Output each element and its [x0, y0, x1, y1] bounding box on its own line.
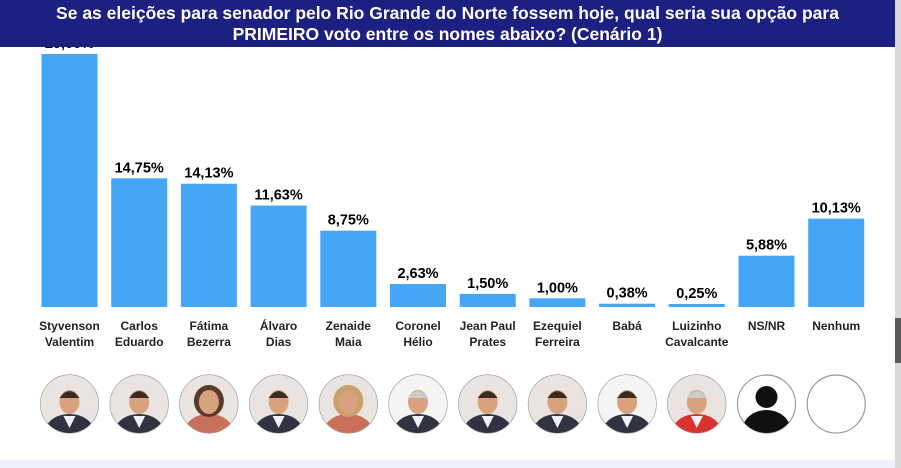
bar-1	[111, 178, 168, 307]
candidate-photo-icon	[109, 374, 169, 434]
category-label-5-line-0: Coronel	[395, 319, 440, 333]
empty-avatar-icon	[806, 374, 866, 434]
bar-value-label-3: 11,63%	[254, 188, 302, 204]
candidate-photo-icon	[667, 374, 727, 434]
bar-value-label-0: 29,00%	[45, 47, 94, 52]
candidate-photo-icon	[388, 374, 448, 434]
category-label-4-line-1: Maia	[335, 335, 362, 349]
candidate-photo-icon	[527, 374, 588, 434]
category-label-11-line-0: Nenhum	[812, 319, 860, 333]
scrollbar-track[interactable]	[895, 0, 901, 468]
bar-8	[599, 303, 656, 307]
candidate-photo-icon	[318, 374, 378, 434]
bar-6	[459, 293, 516, 307]
bar-value-label-10: 5,88%	[746, 238, 787, 254]
category-label-9-line-1: Cavalcante	[665, 335, 729, 349]
bar-10	[738, 255, 795, 307]
bottom-edge	[0, 460, 895, 468]
bar-9	[668, 304, 725, 307]
category-label-7-line-0: Ezequiel	[533, 319, 582, 333]
chart-title-banner: Se as eleições para senador pelo Rio Gra…	[0, 0, 895, 47]
category-label-1-line-0: Carlos	[121, 319, 159, 333]
candidate-photo-icon	[249, 374, 309, 434]
category-label-3-line-0: Álvaro	[260, 318, 297, 333]
bar-7	[529, 298, 586, 307]
category-label-5-line-1: Hélio	[403, 335, 432, 349]
category-label-0-line-1: Valentim	[45, 335, 94, 349]
scrollbar-thumb[interactable]	[895, 318, 901, 363]
category-label-10-line-0: NS/NR	[748, 319, 786, 333]
bar-value-label-4: 8,75%	[328, 213, 369, 229]
category-label-0-line-0: Styvenson	[39, 319, 100, 333]
chart-title-line-2: PRIMEIRO voto entre os nomes abaixo? (Ce…	[232, 23, 663, 44]
bar-value-label-2: 14,13%	[184, 166, 233, 182]
bar-4	[320, 230, 377, 307]
bar-value-label-6: 1,50%	[467, 276, 508, 292]
category-label-3-line-1: Dias	[266, 335, 292, 349]
bar-3	[250, 205, 307, 307]
bar-value-label-11: 10,13%	[812, 201, 861, 217]
candidate-photo-icon	[458, 374, 518, 434]
bar-value-label-9: 0,25%	[676, 286, 717, 302]
category-label-2-line-1: Bezerra	[187, 335, 231, 349]
bar-5	[390, 284, 446, 307]
category-label-9-line-0: Luizinho	[672, 319, 721, 333]
bar-value-label-8: 0,38%	[607, 286, 648, 302]
bar-2	[180, 183, 237, 307]
bar-value-label-1: 14,75%	[115, 160, 164, 176]
candidate-photo-icon	[179, 374, 239, 434]
category-label-2-line-0: Fátima	[190, 319, 229, 333]
category-label-4-line-0: Zenaide	[326, 319, 372, 333]
bar-chart: 29,00% Styvenson Valentim 14,75% Carlos Eduar…	[39, 47, 866, 434]
bar-11	[808, 218, 865, 307]
category-label-6-line-0: Jean Paul	[460, 319, 516, 333]
category-label-6-line-1: Prates	[469, 335, 506, 349]
bar-value-label-7: 1,00%	[537, 280, 578, 296]
bar-0	[41, 54, 98, 307]
category-label-8-line-0: Babá	[612, 319, 642, 333]
category-label-1-line-1: Eduardo	[115, 335, 164, 349]
candidate-photo-icon	[597, 374, 657, 434]
silhouette-icon	[736, 374, 797, 434]
candidate-photo-icon	[39, 374, 100, 434]
category-label-7-line-1: Ferreira	[535, 335, 580, 349]
bar-value-label-5: 2,63%	[397, 266, 438, 282]
chart-title-line-1: Se as eleições para senador pelo Rio Gra…	[56, 2, 839, 23]
